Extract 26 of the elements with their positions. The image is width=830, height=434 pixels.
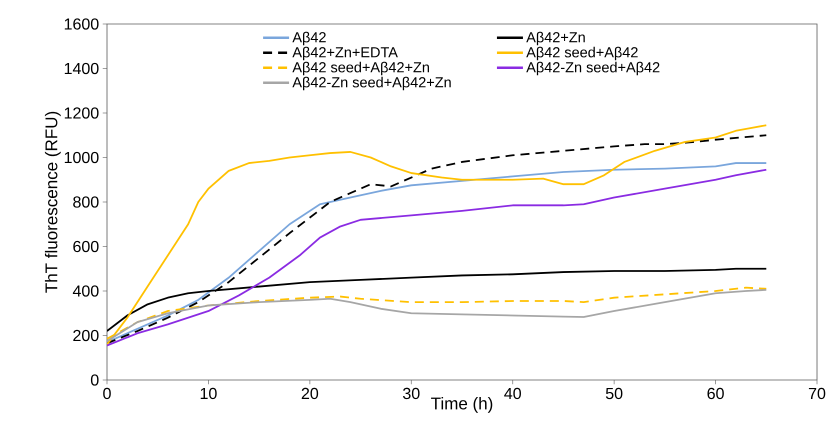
x-tick-label: 60 — [707, 388, 724, 400]
y-tick-label: 1000 — [64, 152, 99, 164]
y-tick-label: 1400 — [64, 62, 99, 74]
y-tick-label: 1200 — [64, 107, 99, 119]
legend-label: Aβ42-Zn seed+Aβ42+Zn — [292, 76, 451, 90]
y-tick-label: 0 — [90, 374, 99, 386]
legend-label: Aβ42 seed+Aβ42 — [526, 46, 638, 60]
legend-label: Aβ42+Zn+EDTA — [292, 46, 398, 60]
legend-label: Aβ42 — [292, 32, 326, 46]
x-tick-label: 0 — [103, 388, 111, 400]
y-tick-label: 800 — [73, 196, 99, 208]
y-tick-label: 200 — [73, 330, 99, 342]
x-tick-label: 30 — [403, 388, 420, 400]
x-tick-label: 50 — [606, 388, 622, 400]
y-tick-label: 1600 — [64, 18, 99, 30]
y-tick-label: 400 — [72, 285, 99, 297]
legend-label: Aβ42+Zn — [526, 32, 585, 46]
x-axis-title: Time (h) — [431, 397, 492, 413]
x-tick-label: 10 — [200, 388, 217, 400]
legend-label: Aβ42 seed+Aβ42+Zn — [292, 62, 429, 76]
y-axis-title: ThT fluorescence (RFU) — [44, 112, 61, 293]
x-tick-label: 70 — [808, 388, 826, 400]
x-tick-label: 20 — [302, 388, 318, 400]
legend-label: Aβ42-Zn seed+Aβ42 — [526, 62, 660, 76]
y-tick-label: 600 — [73, 240, 99, 252]
x-tick-label: 40 — [504, 388, 521, 400]
